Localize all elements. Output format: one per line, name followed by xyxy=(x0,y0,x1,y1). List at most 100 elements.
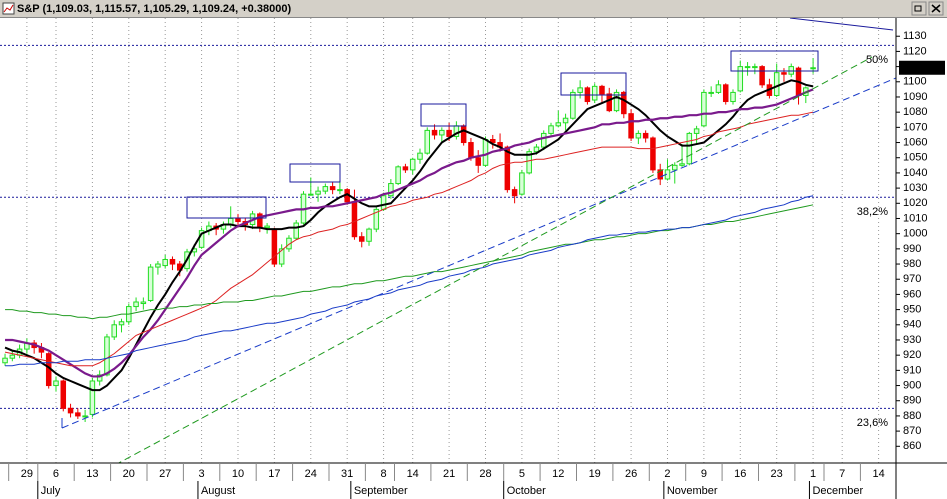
candle-body xyxy=(788,66,795,75)
candle-body xyxy=(322,186,329,192)
y-tick-label: 980 xyxy=(903,258,921,270)
x-tick-label: 27 xyxy=(159,468,171,480)
candle-body xyxy=(460,125,467,144)
candle-body xyxy=(526,151,532,174)
candle-body xyxy=(409,158,416,171)
y-tick-label: 1050 xyxy=(903,152,927,164)
month-label: August xyxy=(201,485,235,497)
candle-body xyxy=(555,122,562,127)
candle-body xyxy=(235,217,241,223)
candle-body xyxy=(329,186,336,191)
y-tick-label: 1060 xyxy=(903,136,927,148)
grid: 50% 38,2% 23,6% xyxy=(0,18,896,463)
y-tick-label: 870 xyxy=(903,425,921,437)
candle-body xyxy=(715,84,722,93)
x-tick-label: 26 xyxy=(625,468,637,480)
candle-body xyxy=(358,236,365,242)
candle-body xyxy=(60,380,67,409)
candle-body xyxy=(577,87,583,93)
y-tick-label: 960 xyxy=(903,288,921,300)
month-label: October xyxy=(507,485,546,497)
x-tick-label: 10 xyxy=(232,468,244,480)
y-tick-label: 1010 xyxy=(903,212,927,224)
candle-body xyxy=(504,146,511,191)
y-tick-label: 1020 xyxy=(903,197,927,209)
y-tick-label: 950 xyxy=(903,304,921,316)
average-line xyxy=(5,88,814,378)
x-tick-label: 5 xyxy=(519,468,525,480)
candle-body xyxy=(490,139,496,144)
x-tick-label: 13 xyxy=(86,468,98,480)
x-tick-label: 3 xyxy=(199,468,205,480)
last-price-label: 1109.240 xyxy=(899,62,944,74)
candle-body xyxy=(540,132,547,148)
candle-body xyxy=(468,142,474,159)
candle-body xyxy=(773,72,780,96)
candle-body xyxy=(781,72,787,75)
candle-body xyxy=(679,163,685,166)
candle-body xyxy=(315,190,321,195)
candle-body xyxy=(621,91,627,115)
range-box xyxy=(420,103,467,127)
x-tick-label: 6 xyxy=(53,468,59,480)
candle-body xyxy=(104,336,110,376)
candle-body xyxy=(278,248,285,265)
y-tick-label: 1000 xyxy=(903,228,927,240)
candle-body xyxy=(599,85,605,95)
y-tick-label: 1070 xyxy=(903,121,927,133)
candle-body xyxy=(373,208,380,230)
candle-body xyxy=(759,66,765,86)
candle-body xyxy=(402,166,409,171)
candle-body xyxy=(446,129,452,137)
title-bar xyxy=(0,0,947,17)
x-tick-label: 17 xyxy=(268,468,280,480)
candle-body xyxy=(271,228,278,265)
candle-body xyxy=(308,193,314,196)
candle-body xyxy=(591,85,598,101)
candle-body xyxy=(293,222,299,239)
candle-body xyxy=(380,195,387,210)
candle-body xyxy=(366,228,372,242)
x-tick-label: 21 xyxy=(443,468,455,480)
y-tick-label: 990 xyxy=(903,243,921,255)
y-tick-label: 920 xyxy=(903,349,921,361)
y-tick-label: 1100 xyxy=(903,76,927,88)
candle-body xyxy=(635,132,642,139)
candle-body xyxy=(730,91,736,103)
y-tick-label: 970 xyxy=(903,273,921,285)
candle-body xyxy=(337,189,343,192)
restore-button[interactable] xyxy=(911,1,927,16)
candle-body xyxy=(737,66,744,92)
y-tick-label: 930 xyxy=(903,334,921,346)
candle-body xyxy=(264,225,270,229)
x-tick-label: 19 xyxy=(589,468,601,480)
axes: 8608708808909009109209309409509609709809… xyxy=(0,17,947,499)
range-box xyxy=(560,72,627,96)
candle-body xyxy=(162,258,168,267)
candle-body xyxy=(388,183,394,197)
y-tick-label: 910 xyxy=(903,364,921,376)
candle-body xyxy=(2,357,8,364)
x-tick-label: 7 xyxy=(839,468,845,480)
close-glyph xyxy=(931,4,941,13)
month-label: December xyxy=(812,485,863,497)
candle-body xyxy=(810,67,816,70)
level-label: 38,2% xyxy=(857,206,888,218)
y-tick-label: 890 xyxy=(903,395,921,407)
candle-body xyxy=(147,266,154,301)
range-box xyxy=(289,163,341,183)
candle-body xyxy=(111,324,117,338)
month-label: November xyxy=(667,485,718,497)
candle-body xyxy=(140,301,147,305)
candle-body xyxy=(693,128,700,134)
y-tick-label: 1120 xyxy=(903,45,927,57)
candle-body xyxy=(431,129,438,136)
last-price-box xyxy=(899,60,945,75)
candle-body xyxy=(744,66,751,69)
level-label: 50% xyxy=(866,54,888,66)
y-tick-label: 860 xyxy=(903,440,921,452)
x-tick-label: 14 xyxy=(407,468,419,480)
candle-body xyxy=(606,93,613,112)
